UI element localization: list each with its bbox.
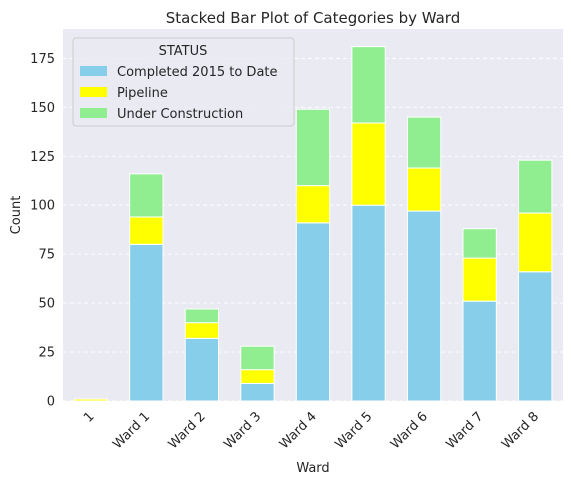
bar-segment	[351, 46, 386, 124]
bar-segment	[462, 257, 497, 302]
legend-label: Completed 2015 to Date	[117, 65, 278, 80]
bar-segment	[518, 271, 553, 402]
bar-segment	[295, 185, 331, 224]
x-tick-label: Ward 6	[388, 409, 431, 452]
bar-segment	[295, 108, 331, 187]
x-tick-label: Ward 2	[166, 409, 209, 452]
y-tick-label: 150	[30, 101, 55, 116]
legend-label: Pipeline	[117, 86, 168, 101]
x-tick-label: Ward 8	[499, 409, 542, 452]
legend-title: STATUS	[159, 44, 208, 59]
x-tick-label: Ward 7	[444, 409, 487, 452]
bar-segment	[518, 159, 553, 214]
y-tick-label: 175	[30, 52, 55, 67]
x-tick-label: Ward 5	[332, 409, 375, 452]
bar-segment	[184, 308, 220, 324]
legend-swatch	[80, 66, 107, 76]
bar-segment	[406, 210, 442, 402]
y-tick-label: 50	[38, 297, 55, 312]
bar-segment	[129, 173, 164, 218]
legend-swatch	[80, 108, 107, 118]
bar-segment	[351, 204, 386, 402]
y-tick-label: 0	[47, 395, 55, 410]
bar-segment	[73, 398, 108, 402]
x-axis-label: Ward	[296, 461, 329, 476]
bar-segment	[240, 369, 275, 384]
legend-label: Under Construction	[117, 107, 243, 122]
legend: STATUS Completed 2015 to Date Pipeline Und…	[72, 37, 295, 127]
bar-segment	[295, 222, 331, 402]
bar-segment	[129, 216, 164, 245]
y-axis-ticks: 0 25 50 75 100 125 150 175	[30, 52, 55, 410]
bar-segment	[406, 116, 442, 169]
bar-segment	[240, 382, 275, 402]
bar-segment	[406, 167, 442, 212]
bar-segment	[462, 228, 497, 259]
bar-segment	[129, 243, 164, 402]
x-tick-label: Ward 4	[277, 409, 320, 452]
y-axis-label: Count	[9, 196, 24, 235]
x-axis-ticks: 1 Ward 1 Ward 2 Ward 3 Ward 4 Ward 5 Ward 6 War…	[81, 409, 542, 452]
y-tick-label: 75	[38, 248, 55, 263]
y-tick-label: 100	[30, 199, 55, 214]
x-tick-label: Ward 1	[110, 409, 153, 452]
bar-segment	[462, 300, 497, 402]
bars	[73, 46, 553, 402]
bar-segment	[351, 122, 386, 206]
bar-segment	[184, 337, 220, 402]
y-tick-label: 125	[30, 150, 55, 165]
y-tick-label: 25	[38, 346, 55, 361]
legend-swatch	[80, 87, 107, 97]
x-tick-label: Ward 3	[221, 409, 264, 452]
bar-segment	[240, 345, 275, 371]
bar-segment	[184, 322, 220, 339]
chart-title: Stacked Bar Plot of Categories by Ward	[166, 9, 460, 27]
bar-segment	[518, 212, 553, 273]
x-tick-label: 1	[81, 409, 97, 425]
legend-box	[72, 37, 295, 127]
